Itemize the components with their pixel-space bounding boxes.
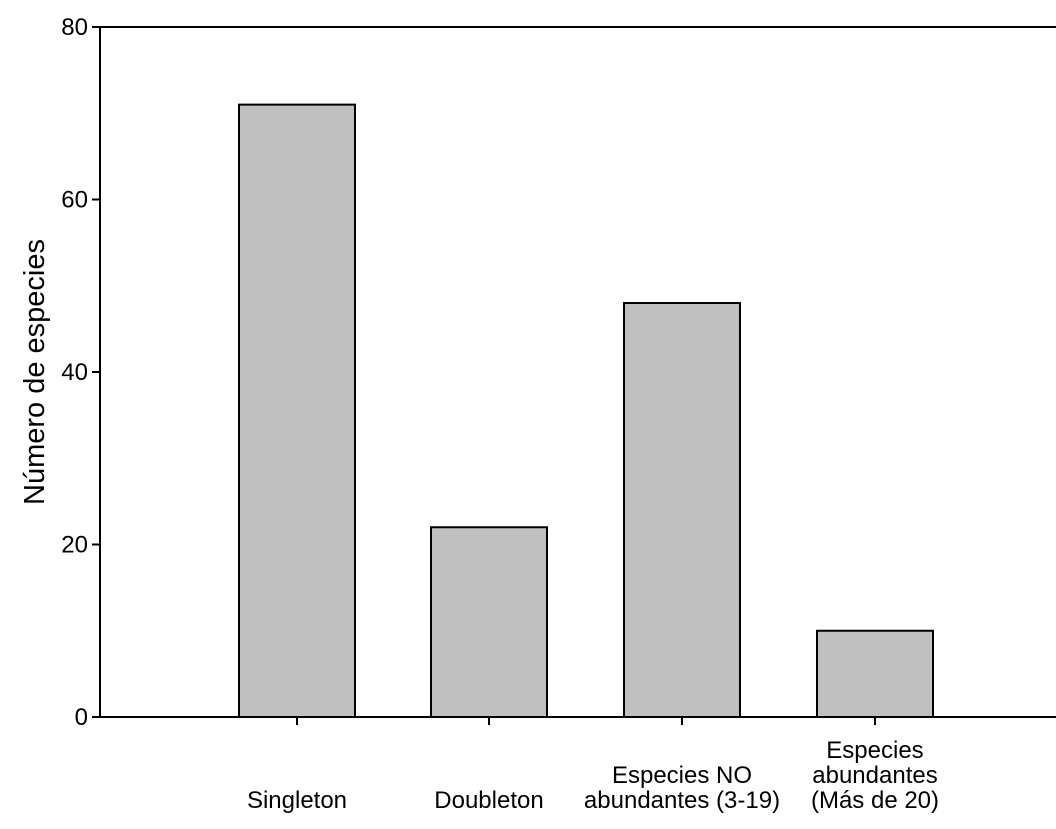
y-tick-label: 0 — [75, 704, 88, 731]
y-tick-label: 60 — [61, 187, 88, 214]
x-category-label-line: Singleton — [247, 787, 347, 814]
y-tick-label: 40 — [61, 359, 88, 386]
bars-group — [238, 103, 934, 718]
bar — [430, 526, 548, 718]
y-axis-title: Número de especies — [19, 239, 51, 505]
y-tick-label: 20 — [61, 532, 88, 559]
y-tick-label: 80 — [61, 14, 88, 41]
x-category-label-line: abundantes — [812, 762, 937, 789]
bar — [816, 629, 934, 718]
bar — [623, 302, 741, 718]
x-category-label: Singleton — [247, 787, 347, 814]
x-category-label-line: Especies — [826, 737, 923, 764]
x-category-label: Doubleton — [434, 787, 543, 814]
bar — [238, 103, 356, 718]
x-category-label: Especies abundantes (Más de 20) — [811, 737, 939, 814]
x-category-label-line: Doubleton — [434, 787, 543, 814]
x-category-label: Especies NO abundantes (3-19) — [584, 762, 780, 814]
x-category-label-line: Especies NO — [612, 762, 752, 789]
x-category-label-line: (Más de 20) — [811, 787, 939, 814]
y-ticks-group: 0 20 40 60 80 — [61, 14, 100, 731]
x-ticks-group: Singleton Doubleton Especies NO abundantes … — [247, 717, 939, 814]
x-category-label-line: abundantes (3-19) — [584, 787, 780, 814]
